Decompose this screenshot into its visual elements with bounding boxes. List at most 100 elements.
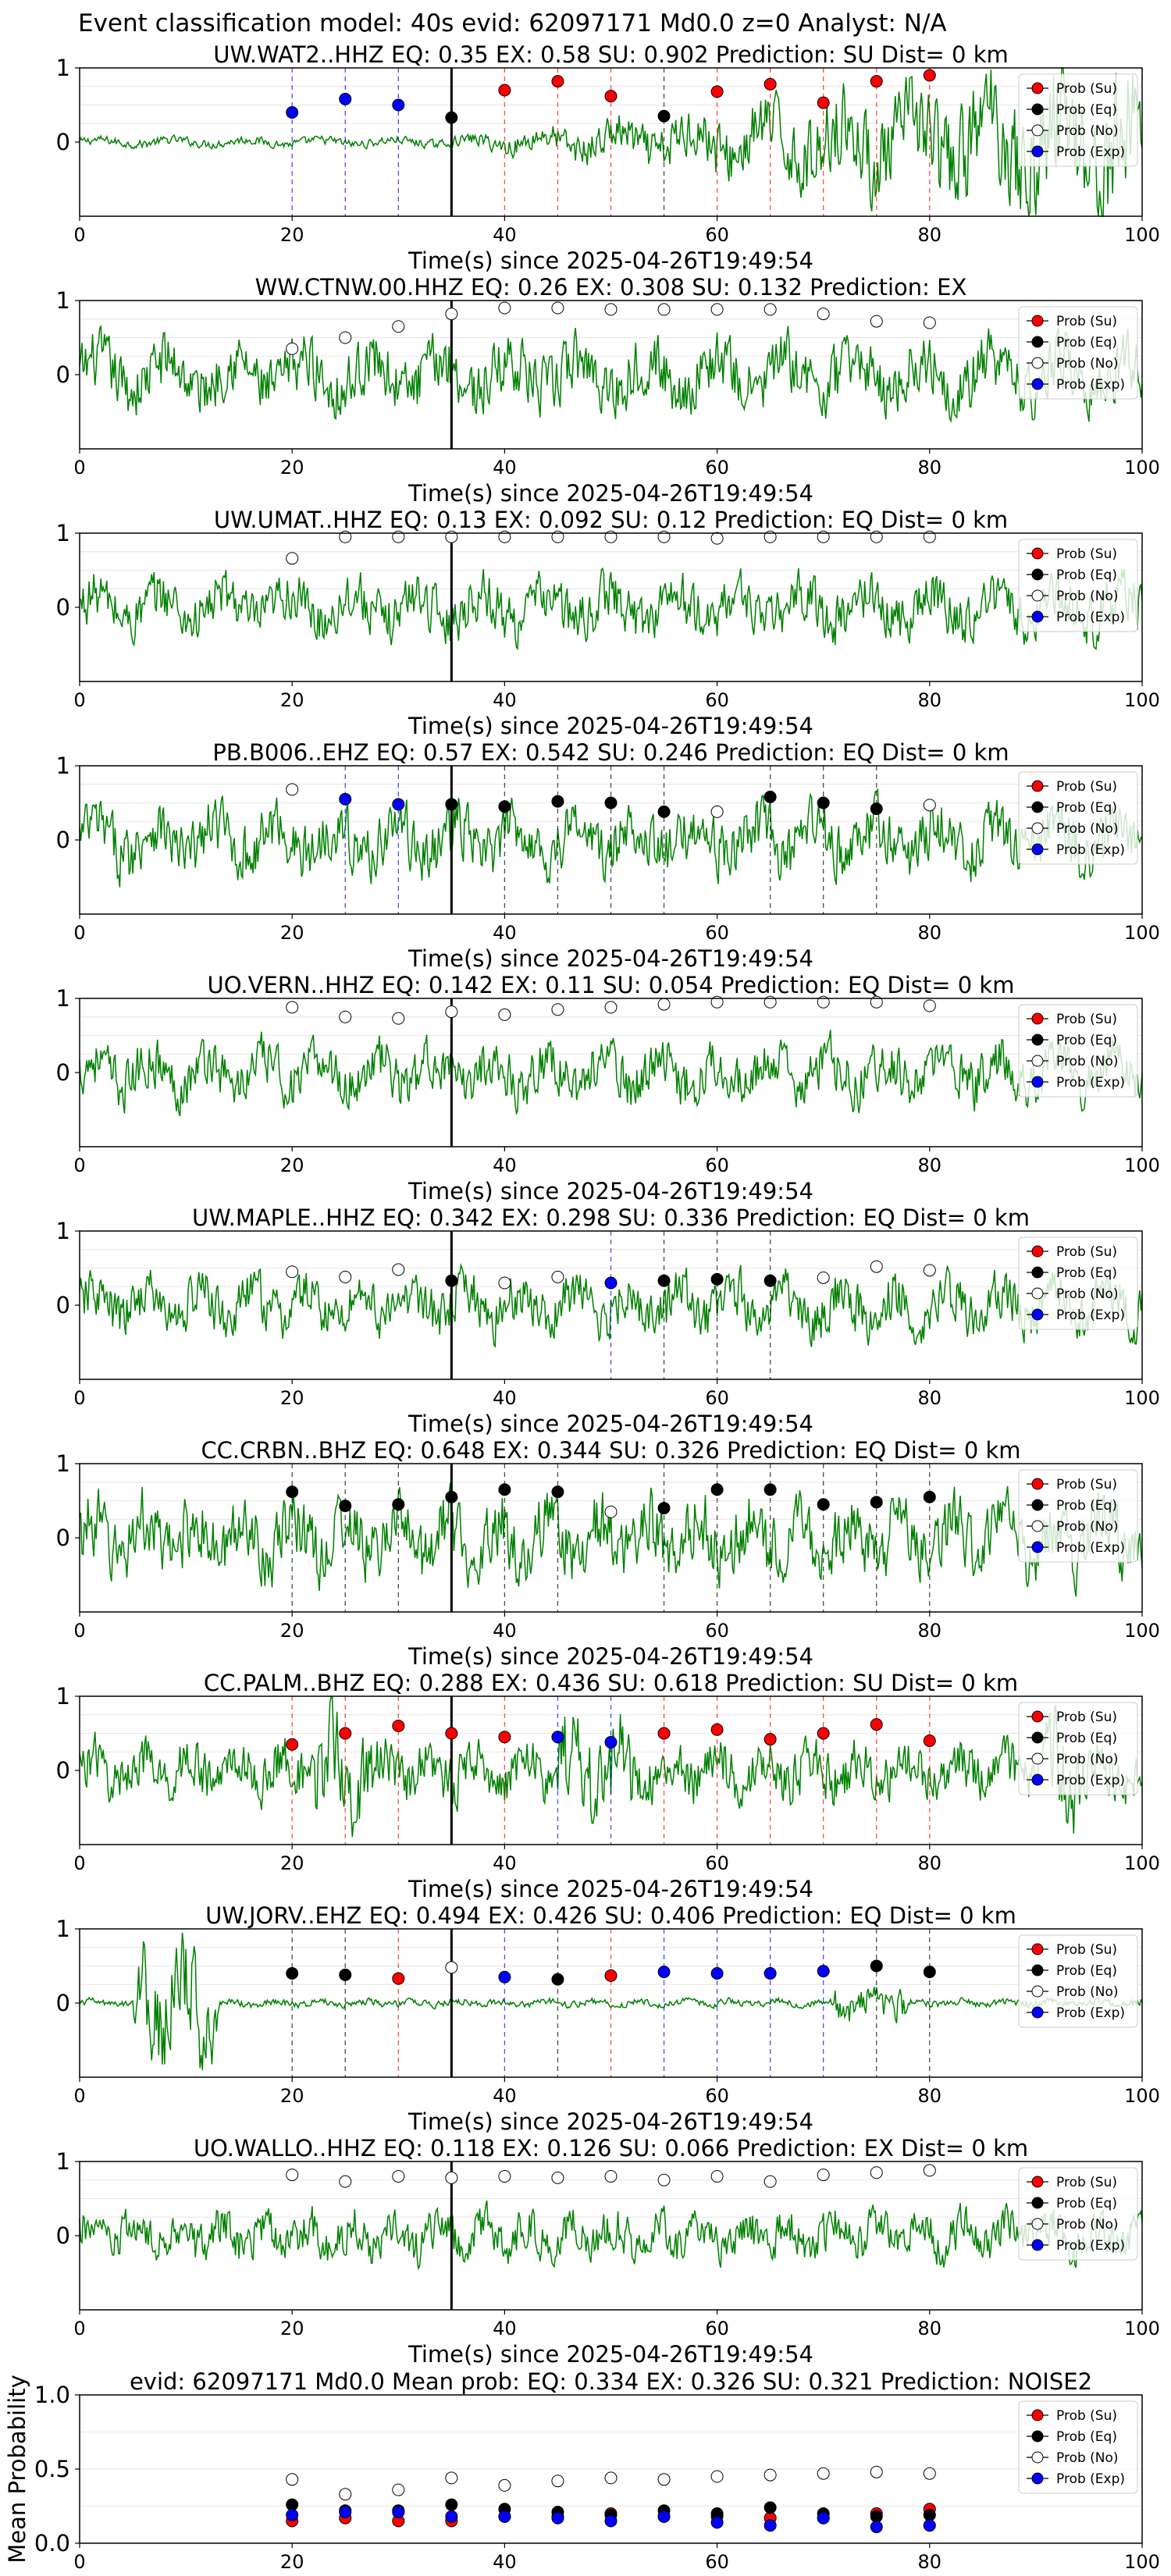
mean-prob-marker: [339, 2488, 352, 2501]
y-tick-label: 1: [56, 1218, 70, 1244]
station-legend: Prob (Su) Prob (Eq) Prob (No) Prob (Exp): [1018, 1236, 1138, 1330]
x-axis-label: Time(s) since 2025-04-26T19:49:54: [408, 247, 813, 274]
mean-prob-marker: [551, 2475, 564, 2488]
legend-label: Prob (Eq): [1056, 2196, 1117, 2211]
legend-marker: [1031, 145, 1044, 158]
prob-marker: [392, 320, 405, 333]
y-tick-label: 1: [56, 55, 70, 81]
prob-marker: [763, 1733, 777, 1746]
mean-prob-marker: [923, 2467, 936, 2480]
x-tick-label: 80: [918, 1155, 942, 1176]
mean-prob-marker: [710, 2516, 724, 2529]
prob-marker: [657, 303, 671, 316]
station-legend: Prob (Su) Prob (Eq) Prob (No) Prob (Exp): [1018, 306, 1138, 400]
x-tick-label: 0: [73, 2551, 85, 2573]
x-tick-label: 80: [918, 1620, 942, 1642]
legend-frame: [1018, 306, 1138, 400]
x-tick-label: 40: [493, 457, 517, 479]
prob-marker: [445, 2171, 458, 2184]
x-tick-label: 80: [918, 2318, 942, 2339]
y-tick-label: 1: [56, 520, 70, 546]
panel-title: CC.PALM..BHZ EQ: 0.288 EX: 0.436 SU: 0.6…: [204, 1670, 1018, 1696]
prob-marker: [286, 1967, 299, 1980]
prob-marker: [923, 1264, 936, 1277]
station-legend: Prob (Su) Prob (Eq) Prob (No) Prob (Exp): [1018, 2167, 1138, 2261]
prob-marker: [870, 75, 883, 88]
prob-marker: [339, 1727, 352, 1740]
prob-marker: [763, 1483, 777, 1496]
station-legend: Prob (Su) Prob (Eq) Prob (No) Prob (Exp): [1018, 1934, 1138, 2028]
legend-label: Prob (Su): [1056, 546, 1117, 562]
prob-marker: [339, 1968, 352, 1981]
mean-prob-marker: [710, 2470, 724, 2483]
prob-marker: [817, 796, 830, 809]
prob-marker: [339, 530, 352, 543]
prob-marker: [923, 999, 936, 1012]
mean-prob-marker: [763, 2501, 777, 2514]
y-tick-label: 0: [56, 1990, 70, 2016]
legend-marker: [1031, 103, 1044, 116]
legend-marker: [1031, 2409, 1044, 2421]
prob-marker: [763, 303, 777, 316]
prob-marker: [817, 2169, 830, 2182]
legend-label: Prob (Exp): [1056, 610, 1125, 625]
prob-marker: [604, 1735, 618, 1749]
mean-prob-marker: [551, 2511, 564, 2524]
x-tick-label: 20: [280, 2551, 304, 2573]
legend-marker: [1031, 2218, 1044, 2230]
legend-marker: [1031, 124, 1044, 137]
prob-marker: [392, 1012, 405, 1025]
x-tick-label: 40: [493, 1620, 517, 1642]
station-panel: UO.WALLO..HHZ EQ: 0.118 EX: 0.126 SU: 0.…: [56, 2135, 1160, 2368]
prob-marker: [286, 1485, 299, 1499]
x-axis-label: Time(s) since 2025-04-26T19:49:54: [408, 945, 813, 972]
panel-title: UW.MAPLE..HHZ EQ: 0.342 EX: 0.298 SU: 0.…: [192, 1204, 1030, 1231]
waveform-trace: [79, 1030, 1143, 1117]
x-tick-label: 60: [705, 224, 729, 246]
prob-marker: [551, 1731, 564, 1744]
mean-prob-marker: [657, 2510, 671, 2523]
waveform-trace: [79, 67, 1143, 217]
legend-marker: [1031, 2451, 1044, 2464]
prob-marker: [392, 798, 405, 811]
legend-marker: [1031, 1266, 1044, 1279]
prob-marker: [657, 998, 671, 1011]
prob-marker: [392, 1972, 405, 1985]
x-tick-label: 40: [493, 1852, 517, 1874]
station-panel: WW.CTNW.00.HHZ EQ: 0.26 EX: 0.308 SU: 0.…: [56, 274, 1160, 507]
legend-label: Prob (Eq): [1056, 568, 1117, 583]
prob-marker: [339, 1010, 352, 1023]
x-tick-label: 20: [280, 2318, 304, 2339]
y-tick-label: 1: [56, 753, 70, 779]
prob-marker: [445, 111, 458, 124]
x-tick-label: 0: [73, 2085, 85, 2107]
x-axis-label: Time(s) since 2025-04-26T19:49:54: [408, 1876, 813, 1902]
legend-marker: [1031, 843, 1044, 856]
station-legend: Prob (Su) Prob (Eq) Prob (No) Prob (Exp): [1018, 73, 1138, 167]
legend-marker: [1031, 82, 1044, 94]
prob-marker: [339, 1270, 352, 1283]
prob-marker: [392, 2170, 405, 2183]
prob-marker: [870, 1496, 883, 1509]
prob-marker: [604, 1001, 618, 1014]
prob-marker: [339, 2175, 352, 2188]
legend-marker: [1031, 2239, 1044, 2251]
prob-marker: [604, 796, 618, 809]
x-tick-label: 0: [73, 922, 85, 944]
prob-marker: [286, 342, 299, 355]
prob-marker: [445, 530, 458, 543]
mean-prob-marker: [286, 2498, 299, 2511]
legend-label: Prob (Su): [1056, 1244, 1117, 1260]
x-tick-label: 100: [1124, 2318, 1160, 2339]
prob-marker: [286, 552, 299, 565]
legend-label: Prob (Eq): [1056, 102, 1117, 118]
x-tick-label: 100: [1124, 689, 1160, 711]
prob-marker: [551, 2171, 564, 2184]
station-panel: UW.WAT2..HHZ EQ: 0.35 EX: 0.58 SU: 0.902…: [56, 41, 1160, 274]
legend-frame: [1018, 1236, 1138, 1330]
prob-marker: [657, 1502, 671, 1514]
axes-frame: [79, 2161, 1143, 2311]
prob-marker: [551, 795, 564, 808]
summary-legend: Prob (Su) Prob (Eq) Prob (No) Prob (Exp): [1018, 2400, 1138, 2494]
prob-marker: [498, 1731, 511, 1744]
